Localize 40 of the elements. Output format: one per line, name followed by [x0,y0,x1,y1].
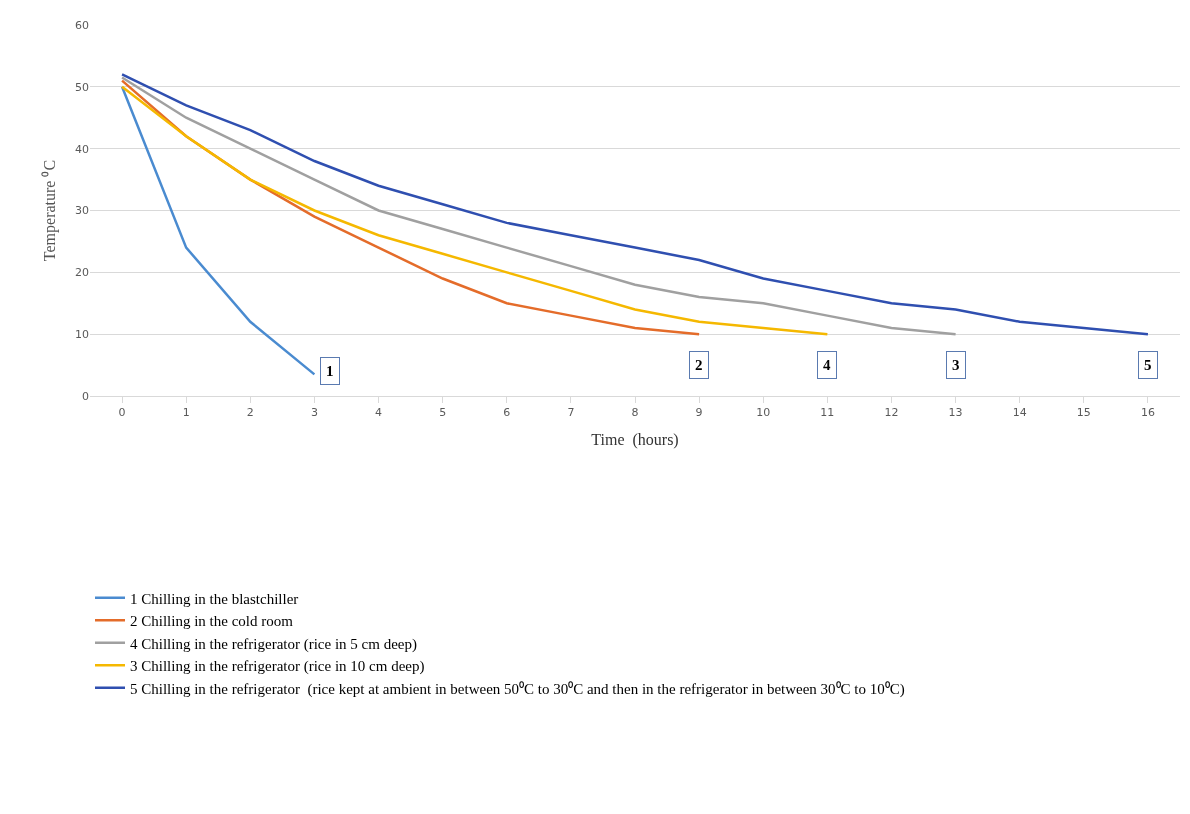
annotation: 4 [823,357,831,373]
legend-label: 4 Chilling in the refrigerator (rice in 5 cm deep) [130,635,417,653]
x-tick-label: 8 [631,406,639,420]
y-tick-label: 0 [82,389,89,403]
annotation: 1 [326,363,334,379]
x-tick-label: 13 [948,406,963,420]
annotation: 3 [952,357,960,373]
y-tick-label: 50 [75,80,89,94]
line-series [120,73,1150,336]
y-tick-label: 10 [75,328,89,342]
line-series [120,85,316,376]
y-tick-label: 60 [75,18,89,32]
y-tick-label: 40 [75,142,89,156]
x-tick-label: 12 [884,406,899,420]
x-tick-label: 9 [695,406,703,420]
x-tick-label: 1 [182,406,190,420]
x-tick-label: 10 [756,406,771,420]
x-tick-label: 11 [820,406,835,420]
legend-label: 1 Chilling in the blastchiller [130,590,299,607]
x-tick-label: 0 [118,406,126,420]
x-tick-label: 14 [1012,406,1027,420]
legend-label: 3 Chilling in the refrigerator (rice in 10 cm deep) [130,658,425,676]
x-tick-label: 16 [1140,406,1155,420]
annotation: 2 [695,357,703,373]
x-tick-label: 15 [1076,406,1091,420]
x-tick-label: 6 [503,406,511,420]
line-series [120,76,957,336]
x-tick-label: 5 [439,406,447,420]
x-axis-title: Time (hours) [591,430,679,449]
legend-label: 5 Chilling in the refrigerator (rice kept at ambient in between 50⁰C to 30⁰C and then in the refrigerator in between 30⁰C to 10⁰C) [130,680,905,698]
line-series [120,85,829,336]
y-axis-title: Temperature ⁰C [40,159,59,262]
legend-label: 2 Chilling in the cold room [130,613,294,630]
x-tick-label: 3 [310,406,318,420]
x-tick-label: 7 [567,406,575,420]
x-tick-label: 4 [375,406,383,420]
y-tick-label: 20 [75,266,89,280]
x-tick-label: 2 [246,406,254,420]
y-tick-label: 30 [75,204,89,218]
annotation: 5 [1144,357,1152,373]
